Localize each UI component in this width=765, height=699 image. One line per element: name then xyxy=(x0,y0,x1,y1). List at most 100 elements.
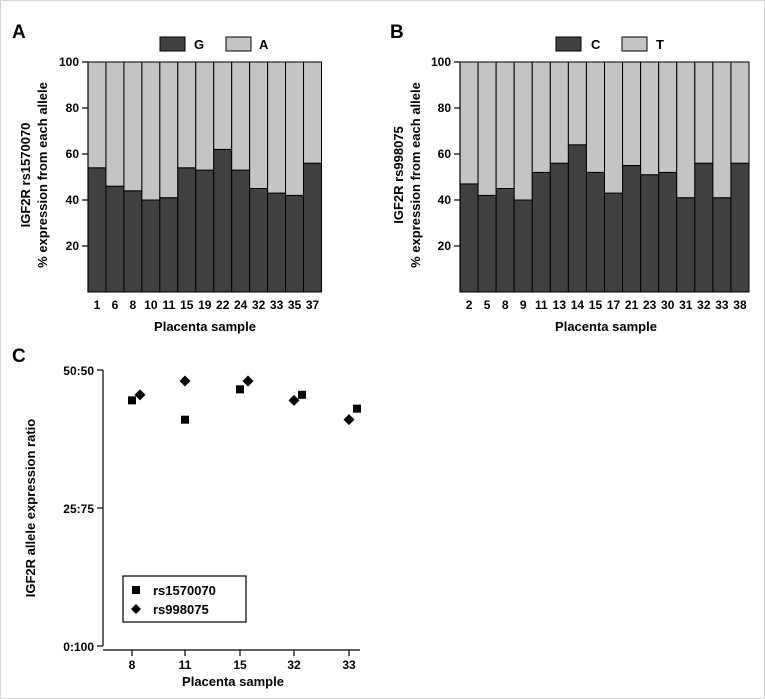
c-point-rs998075-32 xyxy=(288,394,300,406)
b-bar-c-13 xyxy=(549,162,569,293)
a-bar-a-33 xyxy=(267,61,287,194)
b-bar-t-11 xyxy=(531,61,551,173)
legend-swatch-t xyxy=(621,36,648,52)
panel-a: A G A 1 6 8 10 11 15 19 22 24 32 33 35 37 20 40 60 80 10… xyxy=(12,22,322,334)
c-point-rs1570070-8 xyxy=(128,396,136,405)
b-bar-t-32 xyxy=(694,61,714,164)
b-bar-t-17 xyxy=(604,61,624,194)
b-bar-t-2 xyxy=(459,61,479,185)
a-bar-a-19 xyxy=(195,61,215,171)
a-bar-g-32 xyxy=(249,188,269,293)
b-x-tick-33: 33 xyxy=(715,298,729,312)
y-axis-title-b-line2: % expression from each allele xyxy=(408,82,423,268)
legend-marker-square xyxy=(132,586,140,594)
a-bar-g-10 xyxy=(141,199,161,293)
a-bar-a-15 xyxy=(177,61,197,169)
a-bar-g-6 xyxy=(105,185,125,293)
panel-label-a: A xyxy=(12,22,26,43)
legend-swatch-c xyxy=(555,36,582,52)
b-y-tick-100: 100 xyxy=(431,55,451,69)
x-axis-title-b: Placenta sample xyxy=(555,319,657,334)
b-bar-c-2 xyxy=(459,183,479,293)
a-y-tick-80: 80 xyxy=(66,101,80,115)
b-x-tick-32: 32 xyxy=(697,298,711,312)
a-bar-a-8 xyxy=(123,61,143,192)
a-x-tick-11: 11 xyxy=(162,298,175,312)
a-bar-g-1 xyxy=(87,167,107,293)
legend-label-rs998075: rs998075 xyxy=(153,602,209,617)
b-bar-c-21 xyxy=(622,165,642,293)
b-bar-t-14 xyxy=(567,61,587,146)
panel-label-b: B xyxy=(390,22,404,43)
b-bar-c-30 xyxy=(658,171,678,293)
b-x-tick-15: 15 xyxy=(589,298,603,312)
b-bar-t-15 xyxy=(585,61,605,173)
axes-c: 0:100 25:75 50:50 8 11 15 32 33 xyxy=(63,364,360,672)
b-bar-t-38 xyxy=(730,61,750,164)
a-y-tick-60: 60 xyxy=(66,147,80,161)
a-x-tick-1: 1 xyxy=(94,298,101,312)
a-y-tick-40: 40 xyxy=(66,193,80,207)
a-bar-g-24 xyxy=(231,169,251,293)
b-x-tick-31: 31 xyxy=(679,298,693,312)
legend-swatch-g xyxy=(159,36,186,52)
a-bar-a-37 xyxy=(303,61,322,164)
b-x-tick-2: 2 xyxy=(466,298,473,312)
c-x-tick-32: 32 xyxy=(287,658,301,672)
b-x-tick-23: 23 xyxy=(643,298,657,312)
a-bar-a-35 xyxy=(285,61,305,196)
legend-a: G A xyxy=(159,36,269,52)
bars-b xyxy=(459,61,750,293)
y-axis-title-c: IGF2R allele expression ratio xyxy=(23,419,38,598)
a-bar-g-35 xyxy=(285,194,305,293)
legend-label-g: G xyxy=(194,37,204,52)
b-bar-c-9 xyxy=(513,199,533,293)
legend-label-a: A xyxy=(259,37,269,52)
a-bar-g-37 xyxy=(303,162,322,293)
c-point-rs998075-8 xyxy=(134,389,146,401)
b-bar-c-8 xyxy=(495,188,515,293)
c-x-tick-15: 15 xyxy=(233,658,247,672)
y-axis-title-a-line1: IGF2R rs1570070 xyxy=(18,123,33,228)
b-bar-t-23 xyxy=(640,61,660,176)
b-y-tick-20: 20 xyxy=(438,239,452,253)
a-bar-a-24 xyxy=(231,61,251,171)
a-x-tick-32: 32 xyxy=(252,298,266,312)
b-bar-c-23 xyxy=(640,174,660,293)
a-x-tick-6: 6 xyxy=(112,298,119,312)
b-x-tick-21: 21 xyxy=(625,298,639,312)
b-bar-t-13 xyxy=(549,61,569,164)
b-bar-t-9 xyxy=(513,61,533,201)
legend-b: C T xyxy=(555,36,664,52)
b-bar-c-11 xyxy=(531,171,551,293)
b-x-tick-14: 14 xyxy=(571,298,585,312)
a-x-tick-15: 15 xyxy=(180,298,194,312)
x-tick-labels-b: 2 5 8 9 11 13 14 15 17 21 23 30 31 32 33 38 xyxy=(466,298,747,312)
a-bar-a-1 xyxy=(87,61,107,169)
b-x-tick-17: 17 xyxy=(607,298,621,312)
bars-a xyxy=(87,61,322,293)
a-y-tick-20: 20 xyxy=(66,239,80,253)
a-x-tick-19: 19 xyxy=(198,298,212,312)
a-bar-a-10 xyxy=(141,61,161,201)
c-y-tick-0:100: 0:100 xyxy=(63,640,94,654)
c-point-rs1570070-32 xyxy=(298,390,306,399)
y-axis-title-a-line2: % expression from each allele xyxy=(35,82,50,268)
panel-b: B C T 2 5 8 9 11 13 14 15 17 21 23 30 31 32 33 38 20 40 6… xyxy=(390,22,750,334)
x-tick-labels-a: 1 6 8 10 11 15 19 22 24 32 33 35 37 xyxy=(94,298,320,312)
a-bar-a-6 xyxy=(105,61,125,187)
b-bar-t-5 xyxy=(477,61,497,196)
b-y-tick-60: 60 xyxy=(438,147,452,161)
b-x-tick-11: 11 xyxy=(535,298,548,312)
a-x-tick-22: 22 xyxy=(216,298,230,312)
c-x-tick-8: 8 xyxy=(129,658,136,672)
x-axis-title-a: Placenta sample xyxy=(154,319,256,334)
b-y-tick-80: 80 xyxy=(438,101,452,115)
c-x-tick-11: 11 xyxy=(179,658,192,672)
x-axis-title-c: Placenta sample xyxy=(182,674,284,689)
b-bar-c-31 xyxy=(676,197,696,293)
b-bar-c-33 xyxy=(712,197,732,293)
legend-marker-diamond xyxy=(131,604,141,614)
a-bar-g-19 xyxy=(195,169,215,293)
